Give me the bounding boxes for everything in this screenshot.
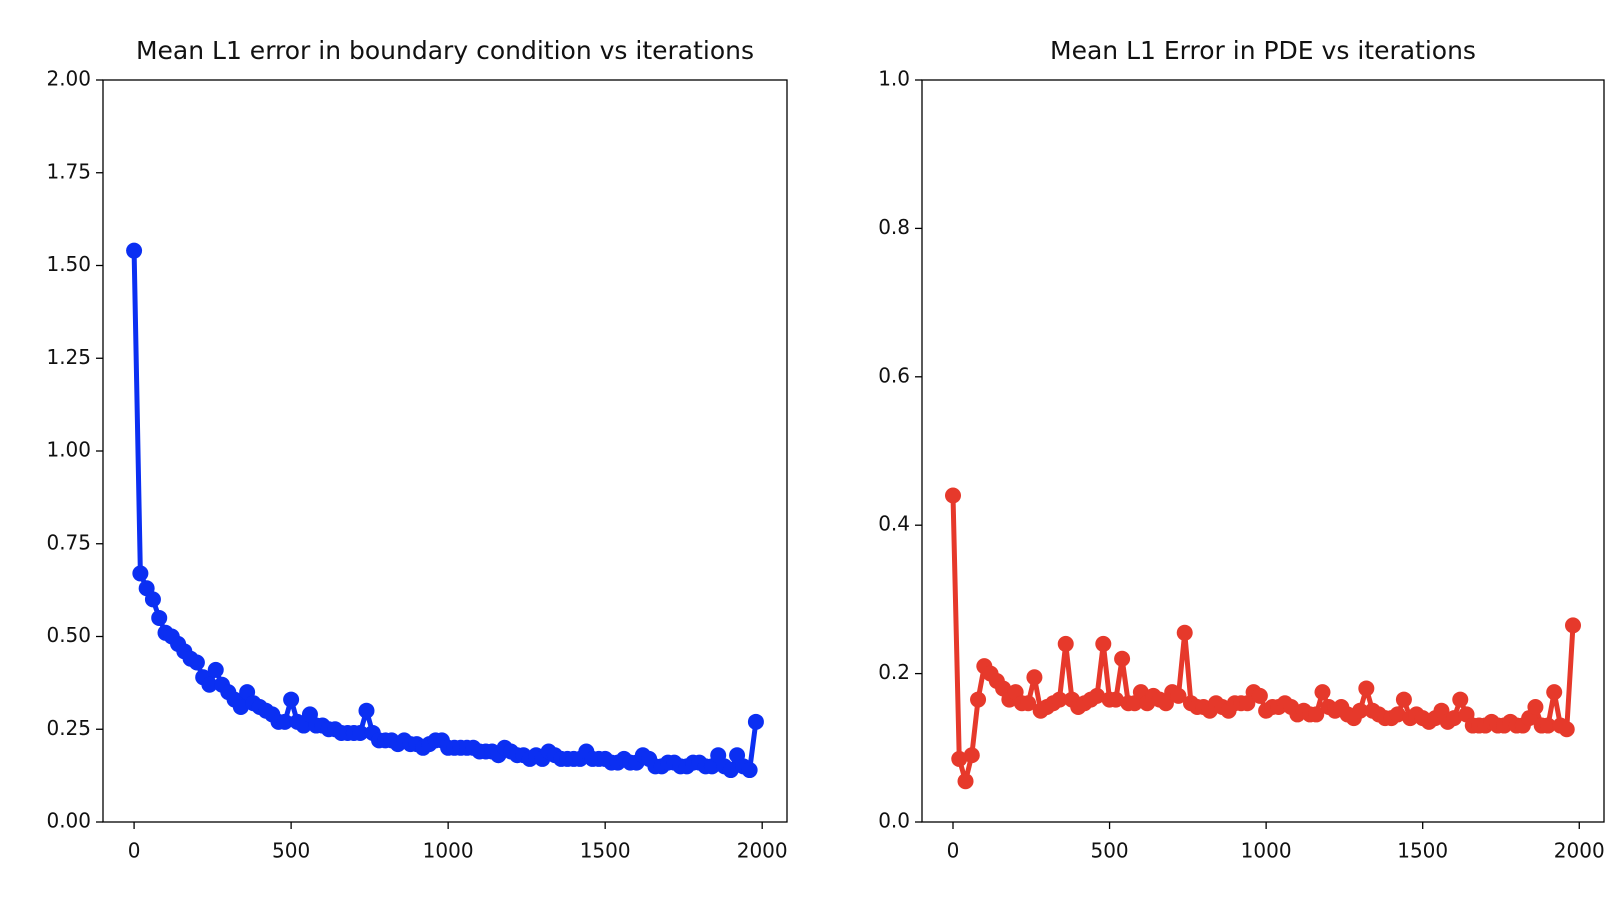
point-marker xyxy=(945,487,961,504)
point-marker xyxy=(232,698,249,715)
x-tick-label: 0 xyxy=(128,839,141,863)
point-marker xyxy=(1527,698,1544,715)
point-marker xyxy=(207,661,224,678)
y-tick-label: 0.0 xyxy=(878,809,910,833)
point-marker xyxy=(1352,702,1369,719)
point-marker xyxy=(1389,706,1406,723)
point-marker xyxy=(1057,635,1074,652)
x-tick-label: 2000 xyxy=(1554,839,1605,863)
point-marker xyxy=(151,609,168,626)
series-line xyxy=(950,495,1576,784)
x-tick-label: 1500 xyxy=(1397,839,1448,863)
point-marker xyxy=(1114,650,1131,667)
y-tick-label: 0.4 xyxy=(878,512,910,536)
point-marker xyxy=(1395,691,1412,708)
point-marker xyxy=(1251,687,1268,704)
x-tick-label: 1000 xyxy=(423,839,474,863)
point-marker xyxy=(970,691,987,708)
point-marker xyxy=(1089,687,1106,704)
point-marker xyxy=(144,591,161,608)
y-tick-label: 1.50 xyxy=(46,252,91,276)
point-marker xyxy=(1020,695,1037,712)
y-tick-label: 0.75 xyxy=(46,530,91,554)
y-tick-label: 2.00 xyxy=(46,67,91,91)
point-marker xyxy=(722,762,739,779)
point-marker xyxy=(188,654,205,671)
y-tick-label: 1.25 xyxy=(46,345,91,369)
point-marker xyxy=(1107,691,1124,708)
point-marker xyxy=(1170,687,1187,704)
point-marker xyxy=(963,747,980,764)
point-marker xyxy=(1176,624,1193,641)
y-tick-label: 0.6 xyxy=(878,363,910,387)
y-tick-label: 1.00 xyxy=(46,438,91,462)
subplot: Mean L1 Error in PDE vs iterations 0.0 0.2… xyxy=(878,36,1605,863)
point-marker xyxy=(1546,684,1563,701)
chart-title: Mean L1 error in boundary condition vs i… xyxy=(136,36,754,65)
subplot: Mean L1 error in boundary condition vs i… xyxy=(46,36,788,863)
y-tick-label: 0.2 xyxy=(878,660,910,684)
y-tick-label: 0.25 xyxy=(46,716,91,740)
point-marker xyxy=(201,676,218,693)
point-marker xyxy=(1452,691,1469,708)
y-tick-label: 1.0 xyxy=(878,67,910,91)
point-marker xyxy=(1539,717,1556,734)
point-marker xyxy=(741,762,758,779)
axes-frame xyxy=(102,79,788,823)
point-marker xyxy=(1358,680,1375,697)
x-tick-label: 1500 xyxy=(580,839,631,863)
point-marker xyxy=(1095,635,1112,652)
point-marker xyxy=(276,713,293,730)
x-tick-label: 0 xyxy=(947,839,960,863)
y-tick-label: 0.8 xyxy=(878,215,910,239)
point-marker xyxy=(747,713,764,730)
point-marker xyxy=(1308,706,1325,723)
point-marker xyxy=(352,724,369,741)
point-marker xyxy=(1026,669,1043,686)
y-tick-label: 1.75 xyxy=(46,159,91,183)
point-marker xyxy=(1446,710,1463,727)
x-tick-label: 500 xyxy=(1090,839,1128,863)
point-marker xyxy=(951,750,968,767)
point-marker xyxy=(358,702,375,719)
chart-title: Mean L1 Error in PDE vs iterations xyxy=(1050,36,1476,65)
x-tick-label: 2000 xyxy=(737,839,788,863)
y-tick-label: 0.50 xyxy=(46,623,91,647)
point-marker xyxy=(1558,721,1575,738)
x-tick-label: 500 xyxy=(272,839,310,863)
point-marker xyxy=(132,565,149,582)
axes-frame xyxy=(921,79,1605,823)
point-marker xyxy=(126,242,143,259)
point-marker xyxy=(957,773,974,790)
point-marker xyxy=(1314,684,1331,701)
point-marker xyxy=(283,691,300,708)
point-marker xyxy=(1051,691,1068,708)
x-tick-label: 1000 xyxy=(1241,839,1292,863)
y-tick-label: 0.00 xyxy=(46,809,91,833)
point-marker xyxy=(1565,617,1581,634)
